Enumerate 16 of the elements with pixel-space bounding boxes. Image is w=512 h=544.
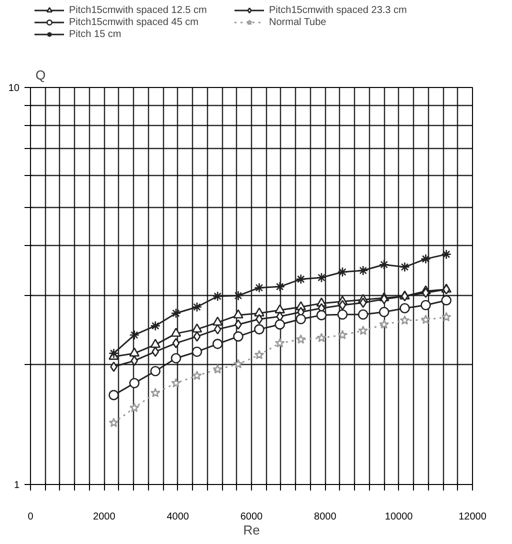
legend-label: Normal Tube (269, 16, 328, 28)
y-tick-label: 1 (14, 480, 20, 491)
x-tick-label: 0 (28, 512, 34, 522)
y-tick-label: 10 (8, 83, 20, 94)
x-tick-label: 4000 (166, 512, 190, 522)
y-axis-title: Q (36, 68, 46, 82)
legend-label: Pitch15cmwith spaced 23.3 cm (269, 4, 408, 16)
x-tick-label: 10000 (384, 512, 414, 522)
x-tick-label: 6000 (240, 512, 264, 522)
x-tick-label: 2000 (93, 512, 116, 522)
x-axis-title: Re (243, 522, 260, 538)
x-tick-label: 8000 (314, 512, 337, 522)
legend-label: Pitch15cmwith spaced 12.5 cm (69, 4, 208, 16)
legend-label: Pitch15cmwith spaced 45 cm (69, 16, 200, 28)
x-tick-label: 12000 (458, 512, 487, 522)
legend-label: Pitch 15 cm (69, 28, 122, 40)
